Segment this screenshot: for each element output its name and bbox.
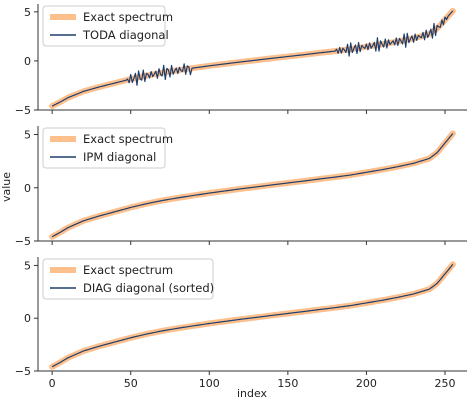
legend: Exact spectrum DIAG diagonal (sorted) (42, 258, 214, 300)
legend: Exact spectrum TODA diagonal (42, 5, 173, 47)
legend-label-diagonal: IPM diagonal (83, 150, 156, 164)
y-tick-label: 5 (24, 6, 31, 19)
y-axis-label: value (0, 172, 13, 202)
legend-label-diagonal: TODA diagonal (82, 28, 169, 42)
panel-2: −5 0 5 Exact spectrum IPM diagonal (15, 126, 467, 248)
chart-panels: −5 0 5 Exact spectrum TODA diagonal −5 0 5 Exact… (15, 4, 467, 390)
x-tick-label: 150 (277, 377, 298, 390)
y-tick-label: 0 (24, 55, 31, 68)
y-tick-label: −5 (15, 365, 31, 378)
y-tick-label: 5 (24, 129, 31, 142)
legend-box (42, 258, 214, 300)
y-tick-label: 0 (24, 312, 31, 325)
y-tick-label: −5 (15, 104, 31, 117)
legend: Exact spectrum IPM diagonal (42, 127, 173, 169)
y-tick-label: 5 (24, 259, 31, 272)
panel-1: −5 0 5 Exact spectrum TODA diagonal (15, 4, 467, 117)
y-tick-label: −5 (15, 235, 31, 248)
legend-label-exact: Exact spectrum (83, 263, 173, 277)
x-tick-label: 200 (356, 377, 377, 390)
x-tick-label: 100 (199, 377, 220, 390)
legend-label-exact: Exact spectrum (83, 10, 173, 24)
x-tick-label: 250 (435, 377, 456, 390)
legend-label-diagonal: DIAG diagonal (sorted) (83, 281, 214, 295)
series-diagonal (51, 264, 454, 368)
series-diagonal (51, 10, 454, 107)
series-diagonal (51, 133, 454, 238)
x-tick-label: 50 (124, 377, 138, 390)
legend-label-exact: Exact spectrum (83, 132, 173, 146)
x-axis-label: index (237, 387, 268, 400)
x-tick-label: 0 (49, 377, 56, 390)
y-tick-label: 0 (24, 182, 31, 195)
